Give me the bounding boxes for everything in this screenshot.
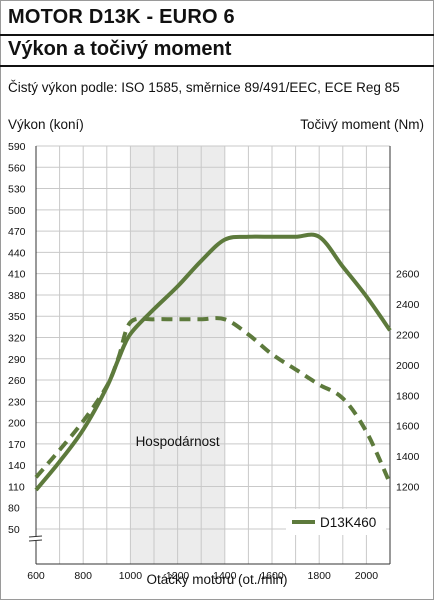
y-tick-label: 470 [8,226,26,238]
standard-note: Čistý výkon podle: ISO 1585, směrnice 89… [8,80,400,95]
x-tick-label: 2000 [355,570,379,582]
y2-tick-label: 1800 [396,390,420,402]
y-tick-label: 440 [8,247,26,259]
title-divider [0,34,434,36]
axis-break-mask [30,537,42,541]
chart-subtitle: Výkon a točivý moment [8,38,232,60]
y-tick-label: 560 [8,162,26,174]
x-tick-label: 1400 [213,570,237,582]
y2-tick-label: 2000 [396,360,420,372]
torque-series-line [34,316,392,485]
legend-label: D13K460 [320,515,376,530]
y2-tick-label: 2400 [396,299,420,311]
economy-band-label: Hospodárnost [136,434,220,449]
y2-tick-label: 2200 [396,329,420,341]
subtitle-divider [0,65,434,67]
x-tick-label: 600 [27,570,45,582]
y-tick-label: 140 [8,460,26,472]
y-tick-label: 290 [8,354,26,366]
y-tick-label: 410 [8,269,26,281]
y-axis-title: Výkon (koní) [8,117,84,132]
y-tick-label: 500 [8,205,26,217]
x-tick-label: 1200 [166,570,190,582]
y2-tick-label: 2600 [396,269,420,281]
x-tick-label: 1600 [260,570,284,582]
y-tick-label: 80 [8,503,20,515]
axis-break-mark [28,535,43,538]
x-tick-label: 1000 [119,570,143,582]
power-series-line [34,232,392,492]
y-tick-label: 260 [8,375,26,387]
y-tick-label: 350 [8,311,26,323]
y-tick-label: 230 [8,396,26,408]
y-tick-label: 50 [8,524,20,536]
axis-break-mark [28,539,43,542]
y-tick-label: 200 [8,418,26,430]
x-tick-label: 1800 [308,570,332,582]
x-tick-label: 800 [74,570,92,582]
y2-axis-title: Točivý moment (Nm) [300,117,424,132]
x-axis-title: Otáčky motoru (ot./min) [146,572,288,587]
y2-tick-label: 1600 [396,421,420,433]
y2-tick-label: 1400 [396,451,420,463]
y-tick-label: 110 [8,481,25,493]
y-tick-label: 170 [8,439,26,451]
y-tick-label: 380 [8,290,26,302]
y2-tick-label: 1200 [396,481,420,493]
y-tick-label: 590 [8,141,26,153]
y-tick-label: 320 [8,333,26,345]
chart-title: MOTOR D13K - EURO 6 [8,6,235,28]
y-tick-label: 530 [8,184,26,196]
